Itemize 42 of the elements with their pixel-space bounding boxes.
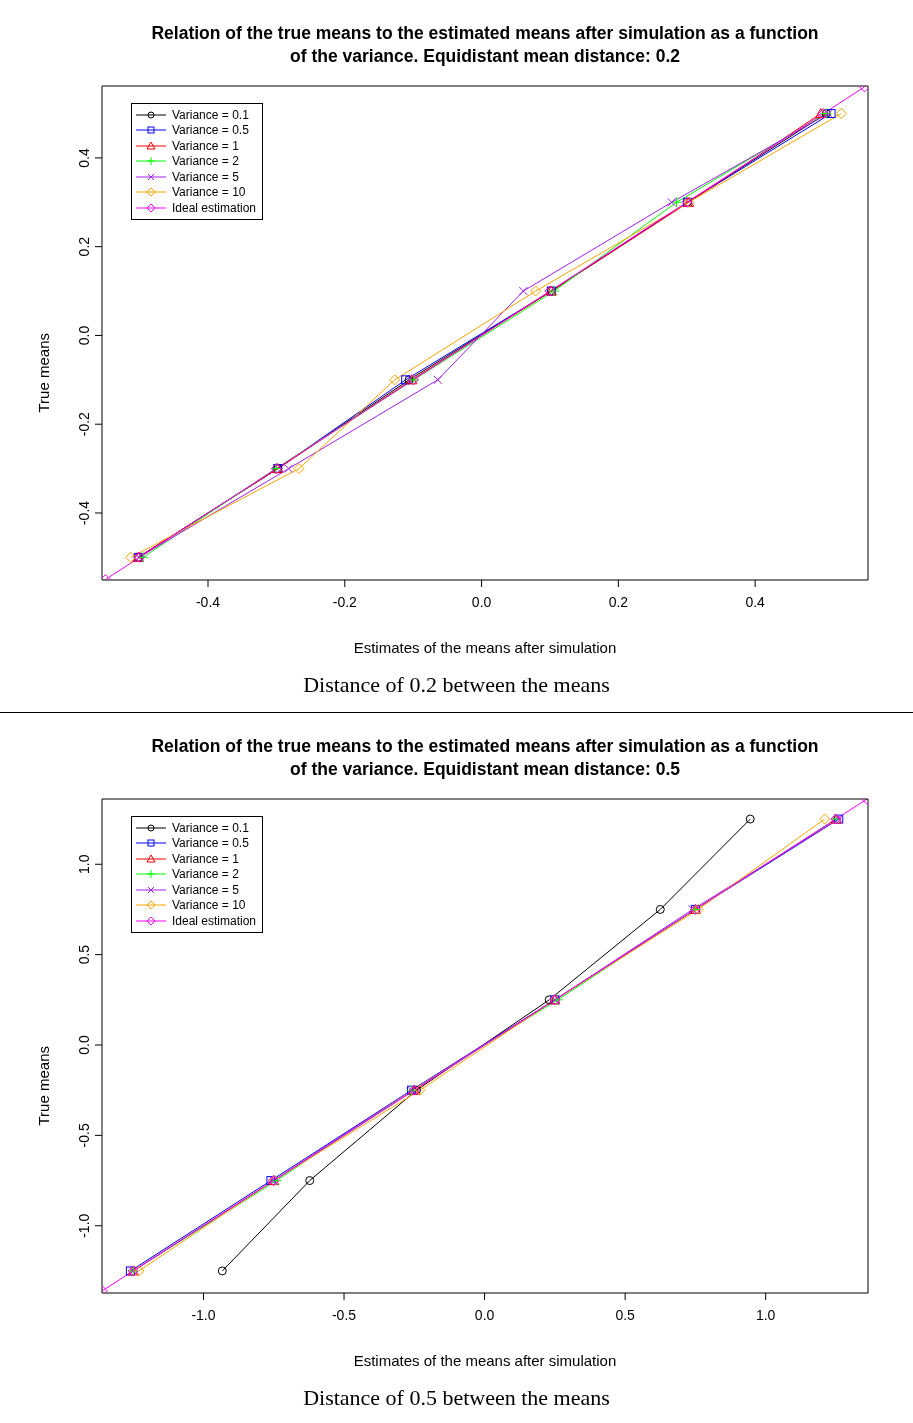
legend-label: Ideal estimation — [172, 913, 257, 928]
y-axis-title: True means — [35, 1046, 53, 1126]
text: Distance of 0.5 between the means — [302, 1385, 611, 1411]
legend-label: Variance = 5 — [172, 882, 239, 897]
x-tick-label: -0.5 — [331, 1306, 357, 1323]
x-tick-label: 0.5 — [615, 1306, 636, 1323]
y-tick-label: 0.0 — [76, 325, 92, 346]
x-tick-label: 1.0 — [755, 1306, 776, 1323]
y-tick-label: -0.2 — [76, 411, 92, 437]
x-tick-label: 0.2 — [608, 593, 629, 610]
y-tick-label: 1.0 — [76, 854, 92, 874]
y-axis-title: True means — [35, 333, 53, 413]
legend-label: Variance = 5 — [172, 169, 239, 184]
y-tick-label: -0.5 — [76, 1123, 92, 1148]
x-axis-title: Estimates of the means after simulation — [353, 1352, 617, 1369]
legend-label: Variance = 1 — [172, 851, 239, 866]
y-tick-label: 0.2 — [76, 236, 92, 257]
legend-label: Variance = 0.5 — [172, 836, 249, 851]
y-tick-label: -1.0 — [76, 1213, 92, 1238]
y-tick-label: -0.4 — [76, 500, 92, 526]
chart-title: Relation of the true means to the estimated means after simulation as a function of the variance. Equidistant mean distance: 0.5 — [150, 735, 820, 781]
x-tick-label: -0.2 — [332, 593, 358, 610]
y-tick-label: 0.0 — [76, 1035, 92, 1055]
legend-label: Variance = 2 — [172, 154, 239, 169]
legend-label: Variance = 10 — [172, 185, 246, 200]
legend-label: Variance = 10 — [172, 898, 246, 913]
x-tick-label: 0.0 — [471, 593, 492, 610]
legend-label: Variance = 0.5 — [172, 123, 249, 138]
legend-label: Ideal estimation — [172, 200, 257, 215]
x-tick-label: -0.4 — [195, 593, 221, 610]
legend-label: Variance = 1 — [172, 138, 239, 153]
y-tick-label: 0.4 — [76, 147, 92, 168]
chart-title: Relation of the true means to the estimated means after simulation as a function of the variance. Equidistant mean distance: 0.2 — [150, 22, 820, 68]
x-tick-label: -1.0 — [191, 1306, 216, 1323]
legend-label: Variance = 0.1 — [172, 820, 249, 835]
y-tick-label: 0.5 — [76, 944, 92, 965]
legend-label: Variance = 0.1 — [172, 107, 249, 122]
text: Distance of 0.2 between the means — [302, 672, 611, 698]
x-tick-label: 0.4 — [745, 593, 766, 610]
x-tick-label: 0.0 — [474, 1306, 495, 1323]
legend-label: Variance = 2 — [172, 867, 239, 882]
x-axis-title: Estimates of the means after simulation — [353, 639, 617, 656]
